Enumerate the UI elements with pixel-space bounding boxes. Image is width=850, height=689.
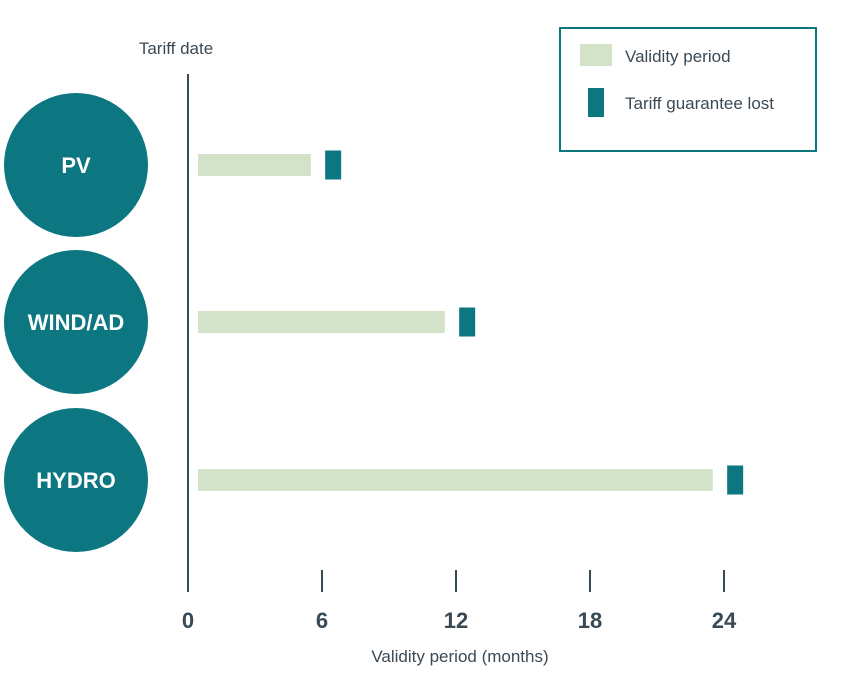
x-tick-label-24: 24 bbox=[712, 608, 737, 633]
legend-label-tariff-guarantee-lost: Tariff guarantee lost bbox=[625, 94, 774, 113]
legend-swatch-tariff-guarantee-lost bbox=[588, 88, 604, 117]
x-tick-label-0: 0 bbox=[182, 608, 194, 633]
x-tick-label-18: 18 bbox=[578, 608, 602, 633]
legend-label-validity-period: Validity period bbox=[625, 47, 731, 66]
x-tick-label-12: 12 bbox=[444, 608, 468, 633]
category-label-pv: PV bbox=[61, 153, 91, 178]
baseline-label: Tariff date bbox=[139, 39, 213, 58]
category-label-hydro: HYDRO bbox=[36, 468, 115, 493]
bar-validity-hydro bbox=[198, 469, 713, 491]
x-axis-title: Validity period (months) bbox=[371, 647, 548, 666]
category-circle-pv bbox=[4, 93, 148, 237]
category-label-wind-ad: WIND/AD bbox=[28, 310, 125, 335]
bar-validity-wind-ad bbox=[198, 311, 445, 333]
bar-guarantee-lost-pv bbox=[325, 150, 342, 180]
bar-validity-pv bbox=[198, 154, 311, 176]
bar-guarantee-lost-wind-ad bbox=[459, 307, 476, 337]
category-circle-hydro bbox=[4, 408, 148, 552]
bar-guarantee-lost-hydro bbox=[727, 465, 744, 495]
legend-swatch-validity-period bbox=[580, 44, 612, 66]
category-circle-wind-ad bbox=[4, 250, 148, 394]
x-tick-label-6: 6 bbox=[316, 608, 328, 633]
